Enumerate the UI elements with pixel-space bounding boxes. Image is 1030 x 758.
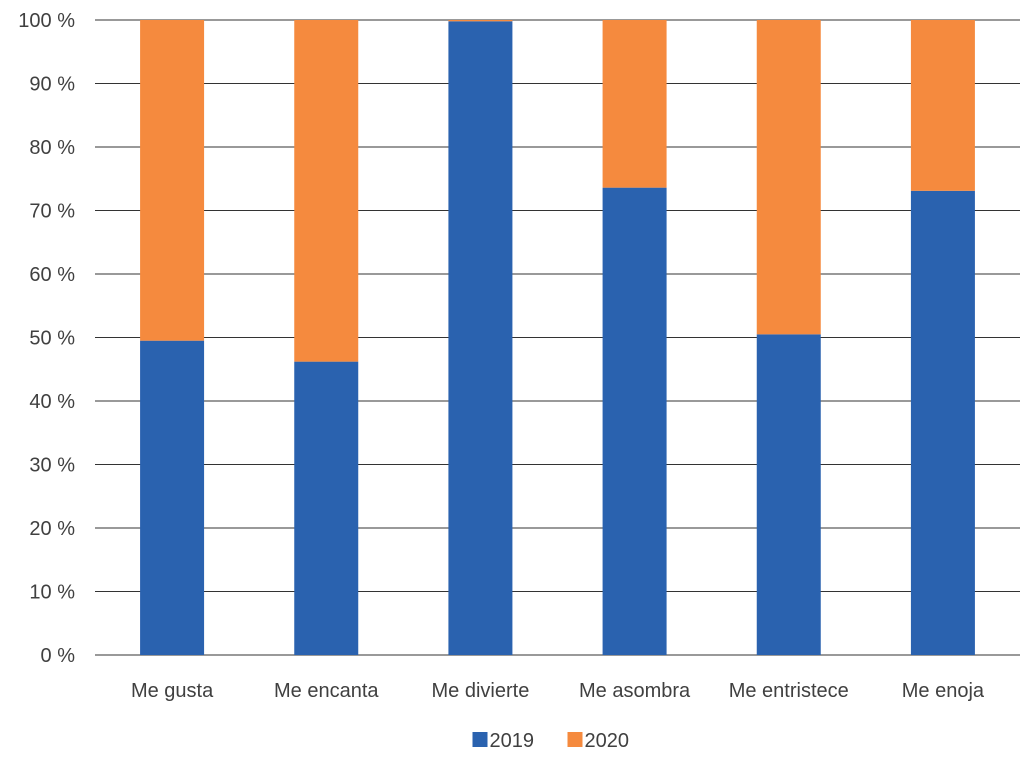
bar-2019-2: [448, 21, 513, 655]
y-tick-label-70: 70 %: [29, 201, 75, 223]
y-tick-label-30: 30 %: [29, 455, 75, 477]
x-tick-label-4: Me entristece: [729, 680, 849, 702]
y-tick-label-0: 0 %: [41, 645, 76, 667]
gridlines: [95, 19, 1020, 656]
bar-2020-4: [756, 20, 821, 335]
y-tick-label-90: 90 %: [29, 74, 75, 96]
bar-2019-3: [602, 187, 667, 655]
bar-2019-4: [756, 334, 821, 655]
y-tick-label-60: 60 %: [29, 264, 75, 286]
y-axis-tick-labels: 0 % 10 % 20 % 30 % 40 % 50 % 60 % 70 % 80 % 90 % 1…: [18, 10, 75, 667]
x-tick-label-2: Me divierte: [432, 680, 530, 702]
legend-label-2020: 2020: [585, 730, 630, 752]
legend: 2019 2020: [472, 730, 630, 752]
x-tick-label-1: Me encanta: [274, 680, 379, 702]
x-tick-label-5: Me enoja: [902, 680, 985, 702]
y-tick-label-50: 50 %: [29, 328, 75, 350]
x-tick-label-0: Me gusta: [131, 680, 214, 702]
bar-2020-1: [294, 20, 359, 362]
bar-2019-5: [910, 190, 975, 655]
bar-2020-0: [140, 20, 205, 341]
y-tick-label-20: 20 %: [29, 518, 75, 540]
bar-2019-0: [140, 340, 205, 655]
y-tick-label-40: 40 %: [29, 391, 75, 413]
y-tick-label-10: 10 %: [29, 582, 75, 604]
bar-2019-1: [294, 361, 359, 655]
legend-label-2019: 2019: [490, 730, 535, 752]
y-tick-label-100: 100 %: [18, 10, 75, 32]
bars: [140, 20, 975, 655]
legend-swatch-2020: [567, 732, 583, 747]
legend-swatch-2019: [472, 732, 488, 747]
bar-2020-5: [910, 20, 975, 191]
x-tick-label-3: Me asombra: [579, 680, 691, 702]
bar-2020-2: [448, 20, 513, 22]
x-axis-tick-labels: Me gusta Me encanta Me divierte Me asombra M…: [131, 680, 985, 702]
y-tick-label-80: 80 %: [29, 137, 75, 159]
bar-2020-3: [602, 20, 667, 188]
